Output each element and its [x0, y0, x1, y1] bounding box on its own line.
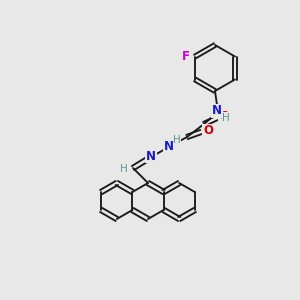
Text: N: N: [164, 140, 174, 152]
Text: O: O: [219, 110, 229, 124]
Text: H: H: [120, 164, 128, 174]
Text: F: F: [182, 50, 190, 63]
Text: O: O: [203, 124, 213, 137]
Text: H: H: [222, 113, 230, 123]
Text: N: N: [146, 149, 156, 163]
Text: H: H: [173, 135, 181, 145]
Text: N: N: [212, 104, 222, 118]
